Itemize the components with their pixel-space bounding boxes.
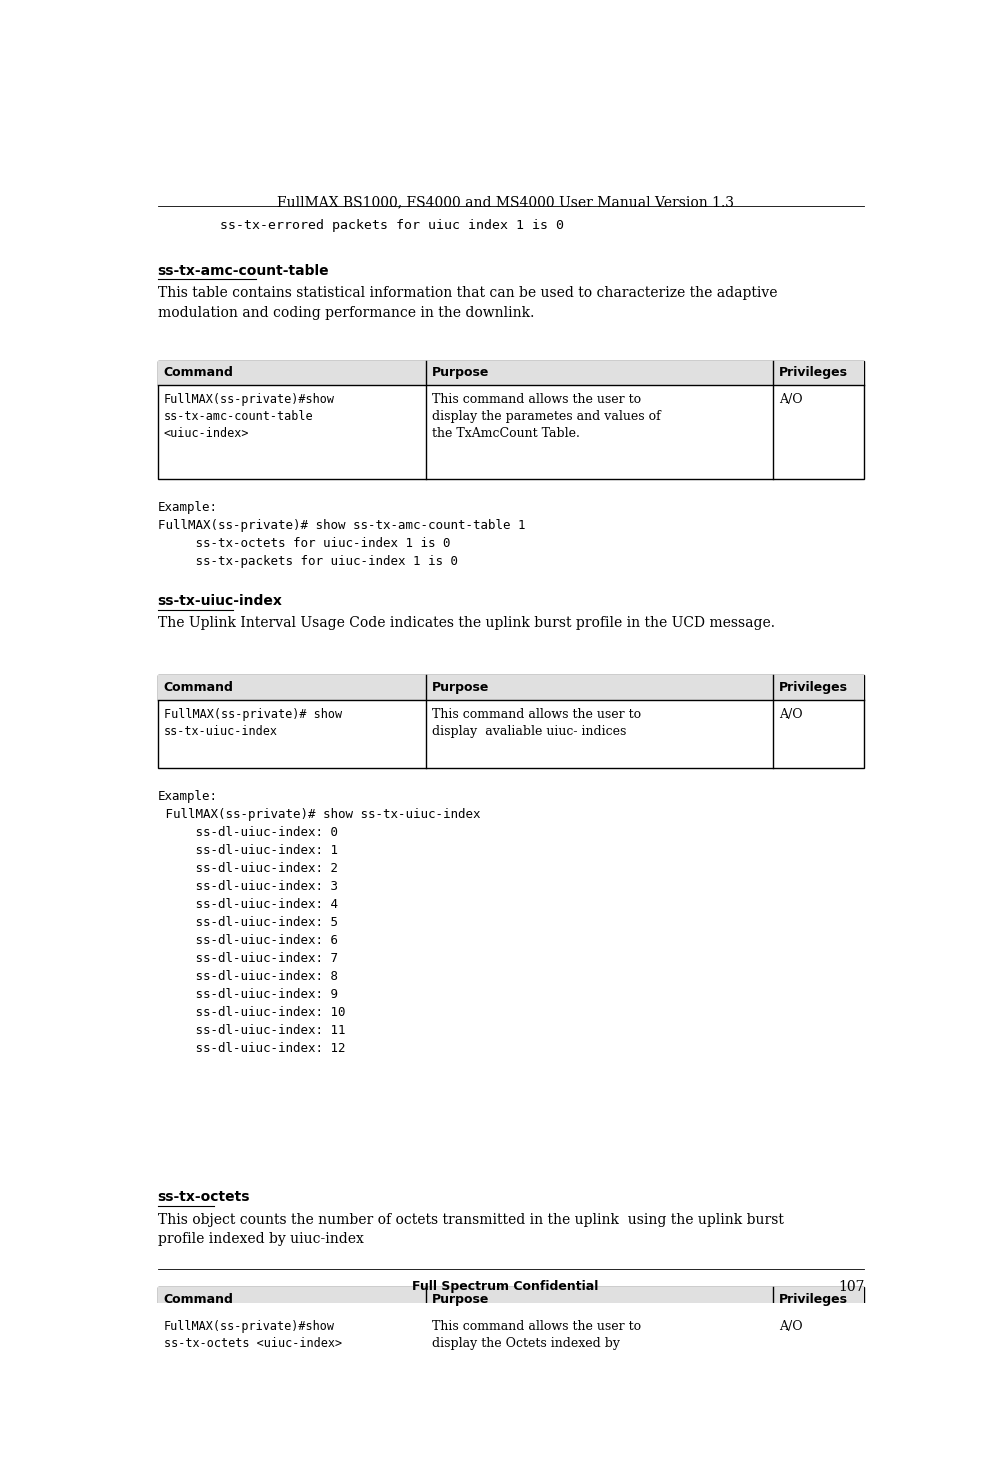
Text: This table contains statistical information that can be used to characterize the: This table contains statistical informat… [158,285,777,319]
Bar [158,360,865,385]
Text: Privileges: Privileges [779,681,848,694]
Text: ss-tx-amc-count-table: ss-tx-amc-count-table [158,264,329,278]
Text: FullMAX(ss-private)# show
ss-tx-uiuc-index: FullMAX(ss-private)# show ss-tx-uiuc-ind… [164,707,342,738]
Text: Full Spectrum Confidential: Full Spectrum Confidential [412,1281,599,1293]
Text: ss-tx-errored packets for uiuc index 1 is 0: ss-tx-errored packets for uiuc index 1 i… [188,218,564,231]
Bar [158,1287,865,1312]
Text: ss-tx-octets: ss-tx-octets [158,1190,250,1205]
Text: Purpose: Purpose [432,681,490,694]
Text: This object counts the number of octets transmitted in the uplink  using the upl: This object counts the number of octets … [158,1212,784,1246]
Text: Purpose: Purpose [432,366,490,379]
Text: FullMAX(ss-private)#show
ss-tx-octets <uiuc-index>: FullMAX(ss-private)#show ss-tx-octets <u… [164,1321,342,1350]
Text: Example:
FullMAX(ss-private)# show ss-tx-amc-count-table 1
     ss-tx-octets for: Example: FullMAX(ss-private)# show ss-tx… [158,502,526,568]
Text: This command allows the user to
display  avaliable uiuc- indices: This command allows the user to display … [432,707,642,738]
Text: This command allows the user to
display the Octets indexed by: This command allows the user to display … [432,1321,642,1350]
Text: A/O: A/O [779,707,803,720]
Text: Privileges: Privileges [779,1293,848,1306]
Bar [158,360,865,479]
Text: Example:
 FullMAX(ss-private)# show ss-tx-uiuc-index
     ss-dl-uiuc-index: 0
  : Example: FullMAX(ss-private)# show ss-tx… [158,791,480,1056]
Bar [158,1287,865,1379]
Bar [158,675,865,700]
Text: A/O: A/O [779,1321,803,1332]
Text: 107: 107 [838,1281,865,1294]
Text: A/O: A/O [779,394,803,406]
Text: Command: Command [164,1293,234,1306]
Text: ss-tx-uiuc-index: ss-tx-uiuc-index [158,594,283,608]
Text: The Uplink Interval Usage Code indicates the uplink burst profile in the UCD mes: The Uplink Interval Usage Code indicates… [158,616,775,631]
Text: Purpose: Purpose [432,1293,490,1306]
Text: Command: Command [164,366,234,379]
Text: FullMAX(ss-private)#show
ss-tx-amc-count-table
<uiuc-index>: FullMAX(ss-private)#show ss-tx-amc-count… [164,394,335,441]
Bar [158,675,865,767]
Text: This command allows the user to
display the parametes and values of
the TxAmcCou: This command allows the user to display … [432,394,661,441]
Text: FullMAX BS1000, FS4000 and MS4000 User Manual Version 1.3: FullMAX BS1000, FS4000 and MS4000 User M… [277,195,734,209]
Text: Privileges: Privileges [779,366,848,379]
Text: Command: Command [164,681,234,694]
